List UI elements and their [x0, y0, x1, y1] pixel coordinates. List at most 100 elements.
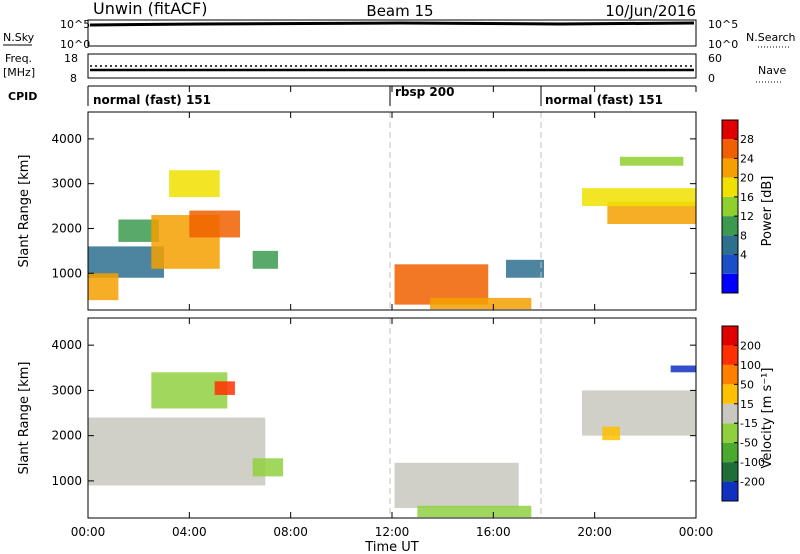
time-axis-label: Time UT — [364, 540, 418, 554]
velocity-region-7 — [602, 426, 620, 441]
nsky-panel: N.Sky 10^5 10^0 10^5 10^0 N.Search — [3, 18, 796, 51]
power-y-ticks: 4000 3000 2000 1000 — [51, 132, 696, 280]
power-region-2 — [118, 219, 159, 242]
time-tick-label: 08:00 — [273, 525, 308, 539]
velocity-region-8 — [670, 365, 696, 373]
power-colorbar-swatch — [722, 216, 738, 236]
power-colorbar-tick-label: 12 — [740, 210, 754, 223]
power-region-4 — [189, 210, 240, 238]
time-tick-label: 20:00 — [577, 525, 612, 539]
velocity-colorbar-swatch — [722, 423, 738, 443]
velocity-region-5 — [417, 505, 532, 518]
power-colorbar: 28 24 20 16 12 8 4 — [721, 119, 754, 294]
cpid-segment-2: rbsp 200 — [395, 85, 454, 99]
power-ytick-label: 3000 — [51, 177, 82, 191]
beam-label: Beam 15 — [366, 2, 433, 20]
velocity-panel: 4000 3000 2000 1000 Slant Range [km] 200 100… — [17, 317, 775, 519]
power-ytick-label: 4000 — [51, 132, 82, 146]
velocity-colorbar-tick-label: -200 — [740, 476, 765, 489]
velocity-region-2 — [214, 381, 235, 395]
velocity-colorbar-label: Velocity [m s⁻¹] — [760, 368, 775, 469]
power-region-6 — [252, 250, 278, 269]
power-region-10 — [607, 201, 696, 224]
nsky-trace — [89, 21, 695, 27]
freq-frame — [87, 53, 697, 79]
plot-title: Unwin (fitACF) — [93, 0, 207, 18]
velocity-colorbar-swatch — [722, 326, 738, 346]
velocity-colorbar-tick-label: 200 — [740, 339, 761, 352]
power-colorbar-frame — [721, 119, 739, 294]
velocity-colorbar-tick-label: -15 — [740, 417, 758, 430]
power-colorbar-tick-label: 16 — [740, 191, 754, 204]
power-colorbar-label: Power [dB] — [760, 176, 775, 247]
cpid-panel: CPID normal (fast) 151 rbsp 200 normal (… — [8, 85, 696, 107]
power-colorbar-tick-label: 8 — [740, 229, 747, 242]
velocity-colorbar-frame — [721, 325, 739, 502]
freq-label-line2: [MHz] — [3, 66, 35, 79]
time-tick-label: 00:00 — [71, 525, 106, 539]
power-region-5 — [169, 170, 220, 198]
velocity-region-0 — [88, 417, 266, 486]
time-tick-label: 12:00 — [375, 525, 410, 539]
cpid-segment-1: normal (fast) 151 — [93, 93, 211, 107]
power-ytick-label: 2000 — [51, 221, 82, 235]
power-heatmap — [88, 156, 696, 310]
velocity-region-4 — [394, 462, 519, 509]
nsearch-label: N.Search — [746, 31, 796, 44]
power-colorbar-swatch — [722, 196, 738, 217]
nsky-left-tick-top: 10^5 — [60, 18, 90, 31]
power-colorbar-tick-label: 28 — [740, 133, 754, 146]
freq-panel: Freq. [MHz] 18 8 60 0 Nave — [3, 52, 786, 85]
power-frame — [87, 111, 697, 311]
power-colorbar-swatch — [722, 254, 738, 274]
power-colorbar-tick-label: 4 — [740, 249, 747, 262]
time-tick-label: 16:00 — [476, 525, 511, 539]
velocity-y-ticks: 4000 3000 2000 1000 — [51, 338, 696, 488]
power-region-11 — [582, 188, 696, 207]
nsky-right-tick-top: 10^5 — [708, 18, 738, 31]
velocity-ytick-label: 1000 — [51, 474, 82, 488]
power-panel: 4000 3000 2000 1000 Slant Range [km] 28 24 20… — [17, 111, 775, 311]
nsky-right-tick-bottom: 10^0 — [708, 38, 738, 51]
velocity-colorbar-swatch — [722, 345, 738, 365]
velocity-colorbar-swatch — [722, 442, 738, 463]
velocity-ytick-label: 4000 — [51, 338, 82, 352]
velocity-yaxis-label: Slant Range [km] — [17, 362, 32, 475]
freq-right-tick-bottom: 0 — [708, 72, 715, 85]
velocity-region-3 — [252, 458, 284, 477]
velocity-colorbar-tick-label: 15 — [740, 398, 754, 411]
freq-left-tick-bottom: 8 — [70, 72, 77, 85]
velocity-colorbar: 200 100 50 15 -15 -50 -100 -200 — [721, 325, 765, 502]
power-region-12 — [620, 156, 684, 166]
power-colorbar-swatch — [722, 235, 738, 255]
date-label: 10/Jun/2016 — [605, 2, 696, 20]
velocity-region-1 — [151, 372, 228, 409]
velocity-colorbar-swatch — [722, 481, 738, 501]
power-yaxis-label: Slant Range [km] — [17, 155, 32, 268]
nsky-label: N.Sky — [3, 31, 35, 44]
velocity-ytick-label: 3000 — [51, 383, 82, 397]
velocity-colorbar-tick-label: 100 — [740, 359, 761, 372]
velocity-colorbar-swatch — [722, 384, 738, 404]
power-region-9 — [506, 259, 544, 278]
nsky-frame — [87, 19, 697, 47]
power-colorbar-swatch — [722, 273, 738, 293]
velocity-region-6 — [582, 390, 696, 436]
time-axis-ticks: 00:00 04:00 08:00 12:00 16:00 20:00 00:00 — [71, 86, 713, 539]
nsky-left-tick-bottom: 10^0 — [60, 38, 90, 51]
velocity-colorbar-tick-label: -50 — [740, 437, 758, 450]
velocity-heatmap — [88, 365, 696, 518]
velocity-colorbar-tick-label: 50 — [740, 378, 754, 391]
cpid-label: CPID — [8, 90, 37, 103]
cpid-segment-3: normal (fast) 151 — [545, 93, 663, 107]
freq-left-tick-top: 18 — [64, 52, 78, 65]
power-region-1 — [88, 273, 119, 301]
power-colorbar-swatch — [722, 139, 738, 159]
power-colorbar-swatch — [722, 120, 738, 140]
power-colorbar-tick-label: 20 — [740, 172, 754, 185]
velocity-colorbar-swatch — [722, 364, 738, 385]
power-colorbar-swatch — [722, 158, 738, 178]
nave-label: Nave — [758, 64, 786, 77]
power-region-8 — [430, 297, 532, 310]
